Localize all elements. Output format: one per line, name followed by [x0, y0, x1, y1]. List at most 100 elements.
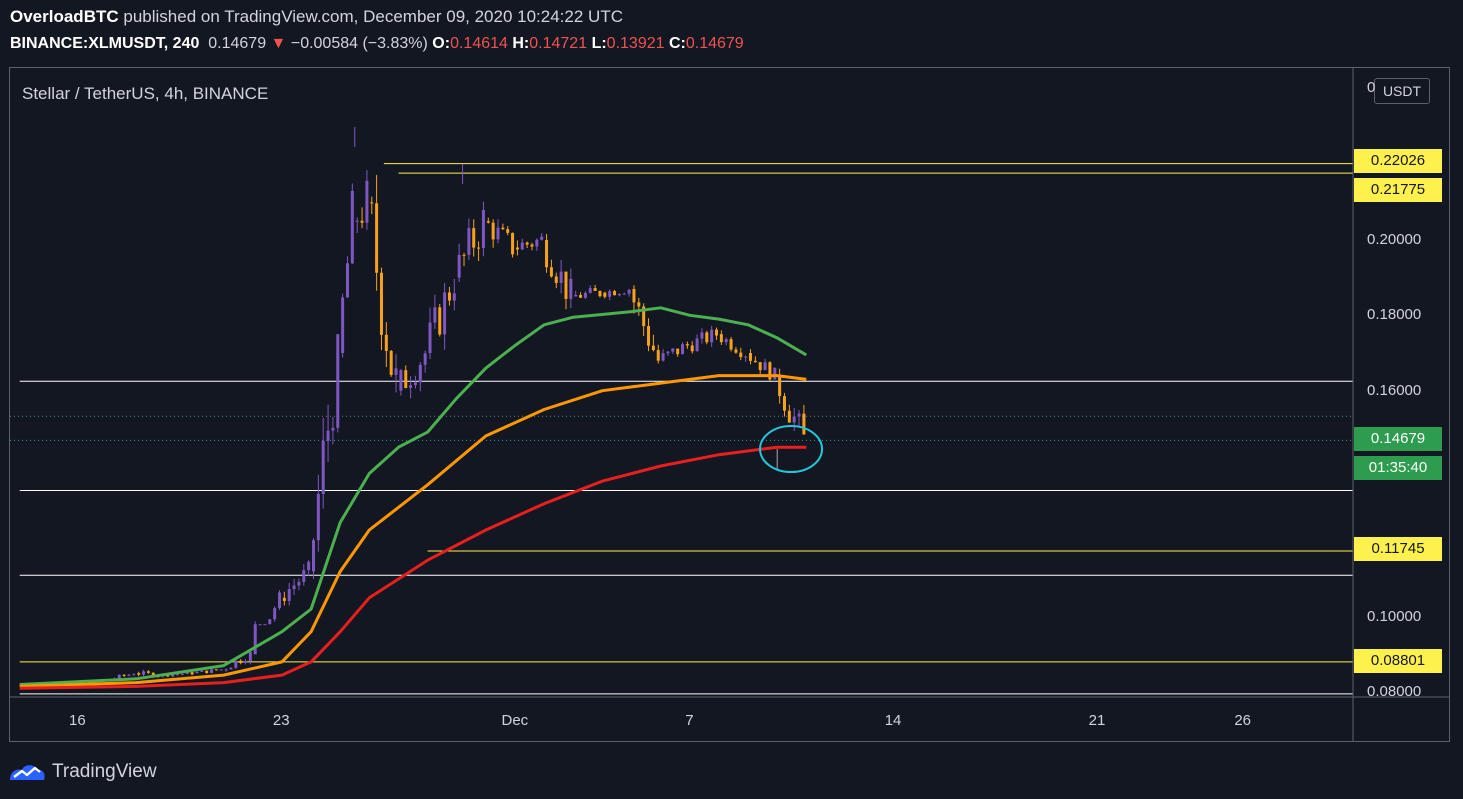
candle[interactable]	[263, 623, 267, 626]
candle[interactable]	[229, 667, 233, 670]
candle[interactable]	[676, 348, 680, 357]
candle[interactable]	[384, 322, 388, 368]
candle[interactable]	[647, 318, 651, 352]
candle[interactable]	[525, 241, 529, 249]
candle[interactable]	[336, 334, 340, 433]
candle[interactable]	[778, 368, 782, 404]
ma-slow-line[interactable]	[19, 445, 807, 690]
candle[interactable]	[734, 346, 738, 354]
candle[interactable]	[462, 252, 466, 267]
candle[interactable]	[763, 358, 767, 371]
author-name[interactable]: OverloadBTC	[10, 7, 119, 26]
candle[interactable]	[486, 217, 490, 224]
candle[interactable]	[656, 344, 660, 364]
candle[interactable]	[457, 243, 461, 283]
candle[interactable]	[477, 241, 481, 262]
candle[interactable]	[642, 303, 646, 336]
candle[interactable]	[278, 590, 282, 610]
candle[interactable]	[234, 660, 238, 670]
ma-fast-line[interactable]	[19, 306, 808, 686]
candle[interactable]	[496, 219, 500, 244]
candle[interactable]	[307, 560, 311, 576]
tradingview-brand[interactable]: TradingView	[8, 758, 157, 786]
candle[interactable]	[491, 219, 495, 248]
candle[interactable]	[603, 291, 607, 299]
candle[interactable]	[379, 267, 383, 351]
candle[interactable]	[511, 232, 515, 258]
candle[interactable]	[758, 362, 762, 375]
candle[interactable]	[428, 307, 432, 360]
candle[interactable]	[404, 365, 408, 389]
candle[interactable]	[695, 334, 699, 352]
candle[interactable]	[370, 196, 374, 215]
candle[interactable]	[418, 361, 422, 392]
candle[interactable]	[443, 283, 447, 350]
candle[interactable]	[593, 284, 597, 292]
candle[interactable]	[520, 238, 524, 250]
candle[interactable]	[253, 621, 257, 655]
candle[interactable]	[705, 330, 709, 345]
candle[interactable]	[399, 368, 403, 396]
candle[interactable]	[569, 268, 573, 309]
candle[interactable]	[787, 404, 791, 423]
candle[interactable]	[195, 670, 199, 674]
candle[interactable]	[671, 348, 675, 354]
candle[interactable]	[341, 293, 345, 358]
candle[interactable]	[506, 226, 510, 236]
candle[interactable]	[627, 288, 631, 297]
candle[interactable]	[666, 350, 670, 356]
candle[interactable]	[297, 578, 301, 591]
candle[interactable]	[564, 271, 568, 310]
candle[interactable]	[472, 219, 476, 257]
candle[interactable]	[549, 259, 553, 278]
candle[interactable]	[651, 334, 655, 352]
candle[interactable]	[326, 404, 330, 462]
candle[interactable]	[744, 355, 748, 362]
candle[interactable]	[171, 674, 175, 678]
candle[interactable]	[316, 474, 320, 552]
candle[interactable]	[409, 376, 413, 399]
candle[interactable]	[515, 240, 519, 256]
candle[interactable]	[700, 328, 704, 344]
candle[interactable]	[127, 673, 131, 677]
candle[interactable]	[753, 356, 757, 363]
candle[interactable]	[210, 668, 214, 674]
candle[interactable]	[481, 201, 485, 257]
candle[interactable]	[613, 289, 617, 296]
candle[interactable]	[433, 294, 437, 330]
annotation-circle[interactable]	[759, 425, 824, 474]
candle[interactable]	[413, 375, 417, 389]
candle[interactable]	[258, 623, 262, 626]
candle[interactable]	[321, 417, 325, 509]
candle[interactable]	[350, 183, 354, 265]
candle[interactable]	[292, 578, 296, 596]
candle[interactable]	[715, 327, 719, 340]
candle[interactable]	[559, 259, 563, 294]
candle[interactable]	[132, 673, 136, 676]
candle[interactable]	[180, 673, 184, 676]
candle[interactable]	[501, 223, 505, 230]
candle[interactable]	[782, 393, 786, 417]
candle[interactable]	[632, 285, 636, 314]
candle[interactable]	[423, 350, 427, 373]
candle[interactable]	[268, 619, 272, 625]
candle[interactable]	[802, 404, 806, 435]
candle[interactable]	[588, 285, 592, 294]
candle[interactable]	[739, 347, 743, 361]
candle[interactable]	[190, 671, 194, 676]
candle[interactable]	[661, 349, 665, 362]
candle[interactable]	[748, 349, 752, 365]
candle[interactable]	[637, 297, 641, 316]
candle[interactable]	[452, 278, 456, 311]
candle[interactable]	[345, 256, 349, 298]
candle[interactable]	[773, 367, 777, 380]
candle[interactable]	[273, 606, 277, 622]
candle[interactable]	[214, 669, 218, 671]
candle[interactable]	[690, 341, 694, 354]
currency-button[interactable]: USDT	[1374, 78, 1430, 104]
candle[interactable]	[447, 286, 451, 306]
candle[interactable]	[617, 293, 621, 297]
candle[interactable]	[681, 342, 685, 355]
candle[interactable]	[142, 669, 146, 677]
